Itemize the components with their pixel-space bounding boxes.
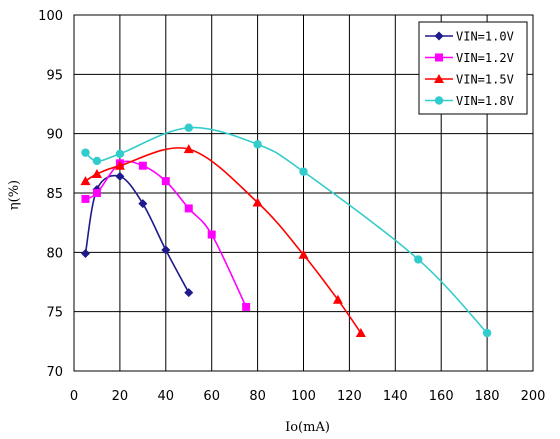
y-axis-title: η(%) — [7, 180, 22, 210]
legend-label: VIN=1.8V — [456, 94, 514, 108]
data-point — [183, 144, 194, 154]
series-line — [84, 126, 488, 334]
data-point — [81, 148, 90, 157]
x-tick-label: 0 — [70, 389, 78, 404]
data-point — [414, 255, 423, 264]
y-tick-label: 95 — [46, 68, 63, 83]
y-tick-label: 100 — [38, 9, 63, 24]
y-tick-label: 85 — [46, 187, 63, 202]
legend-item: VIN=1.2V — [425, 51, 514, 65]
legend-item: VIN=1.5V — [425, 73, 514, 87]
data-point — [138, 199, 148, 209]
data-point — [184, 204, 193, 213]
data-point — [332, 294, 343, 304]
series-3 — [80, 144, 366, 338]
x-tick-label: 120 — [337, 389, 362, 404]
y-tick-label: 70 — [46, 365, 63, 380]
x-tick-label: 60 — [203, 389, 220, 404]
data-point — [115, 171, 125, 181]
plot-area — [73, 14, 534, 372]
series-group — [80, 123, 492, 338]
data-point — [482, 328, 492, 338]
x-tick-label: 20 — [112, 389, 129, 404]
x-tick-label: 140 — [383, 389, 408, 404]
y-tick-labels: 70 75 80 85 90 95 100 — [38, 9, 63, 380]
data-point — [299, 167, 308, 176]
x-tick-label: 100 — [291, 389, 316, 404]
x-tick-label: 180 — [475, 389, 500, 404]
data-point — [161, 245, 171, 255]
legend-label: VIN=1.0V — [456, 30, 514, 44]
data-point — [115, 149, 125, 159]
data-point — [80, 176, 91, 186]
data-point — [161, 177, 170, 186]
legend-item: VIN=1.8V — [425, 94, 514, 108]
data-point — [114, 160, 125, 170]
legend-marker — [434, 96, 444, 105]
data-point — [242, 302, 251, 311]
data-point — [355, 328, 366, 338]
data-point — [207, 230, 216, 239]
data-point — [252, 197, 263, 207]
legend-label: VIN=1.5V — [456, 73, 514, 87]
x-tick-label: 200 — [521, 389, 546, 404]
data-point — [253, 140, 262, 149]
legend: VIN=1.0V VIN=1.2V VIN=1.5V VIN=1.8V — [418, 21, 528, 115]
x-tick-labels: 0 20 40 60 80 100 120 140 160 180 200 — [70, 389, 546, 404]
legend-marker — [435, 53, 443, 62]
legend-marker — [434, 31, 444, 41]
legend-item: VIN=1.0V — [425, 30, 514, 44]
legend-label: VIN=1.2V — [456, 51, 514, 65]
y-tick-label: 90 — [46, 128, 63, 143]
data-point — [138, 161, 147, 170]
data-point — [92, 189, 101, 197]
data-point — [80, 249, 90, 259]
data-point — [298, 249, 309, 259]
y-tick-label: 75 — [46, 306, 63, 321]
series-4 — [81, 123, 492, 338]
data-point — [184, 123, 193, 132]
data-point — [184, 288, 194, 298]
legend-marker — [434, 74, 444, 83]
data-point — [81, 194, 90, 203]
series-line — [85, 147, 362, 334]
data-point — [91, 169, 102, 179]
x-axis-title: Io(mA) — [285, 420, 330, 435]
x-tick-label: 80 — [249, 389, 266, 404]
x-tick-label: 160 — [429, 389, 454, 404]
x-tick-label: 40 — [158, 389, 175, 404]
data-point — [92, 156, 102, 166]
y-tick-label: 80 — [46, 246, 63, 261]
